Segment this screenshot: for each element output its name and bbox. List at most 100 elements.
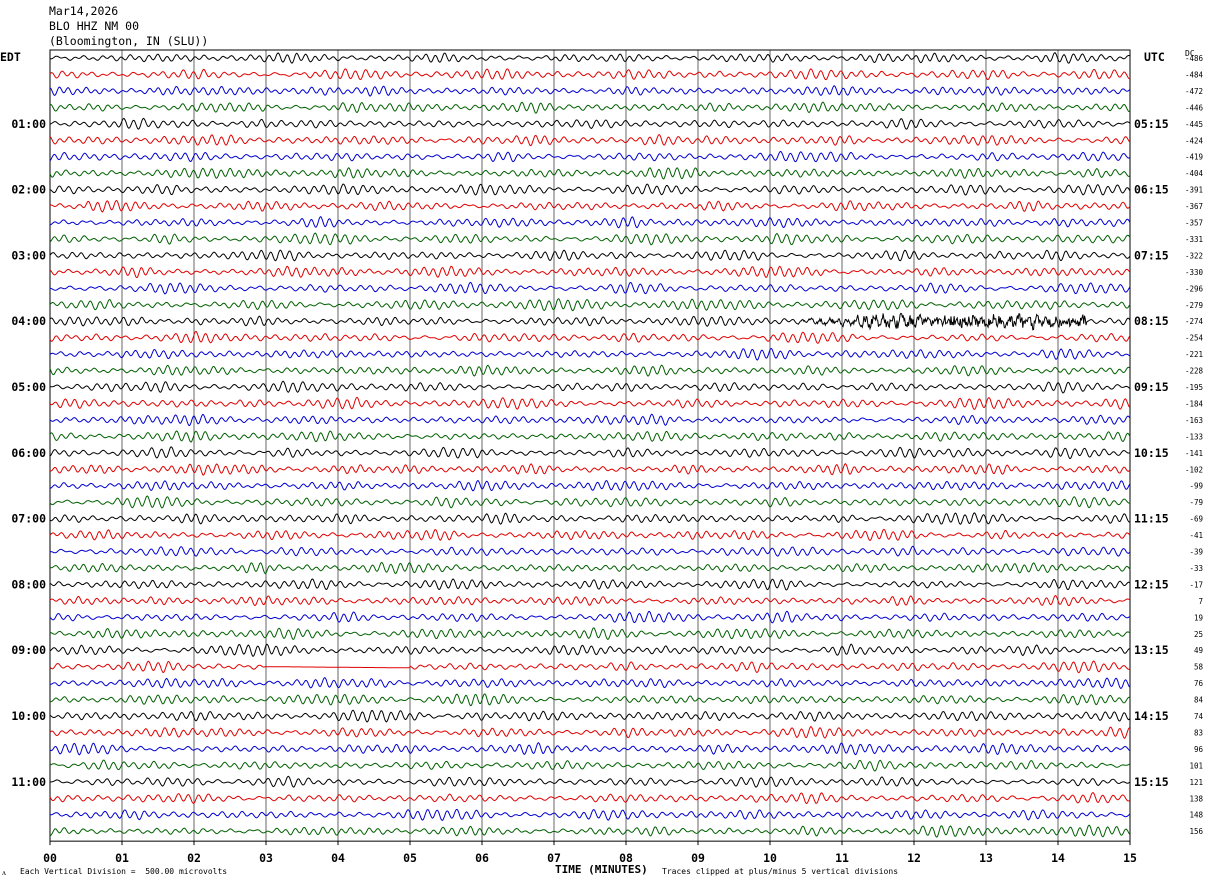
x-tick-label: 15 bbox=[1123, 851, 1137, 865]
dc-offset-label: -102 bbox=[1185, 465, 1203, 474]
seismic-trace bbox=[49, 249, 1131, 262]
seismic-trace bbox=[49, 463, 1131, 476]
dc-label: DC bbox=[1185, 49, 1195, 58]
seismic-trace bbox=[49, 167, 1131, 180]
dc-offset-label: -404 bbox=[1185, 169, 1204, 178]
edt-time-label: 10:00 bbox=[11, 709, 46, 723]
dc-offset-label: -79 bbox=[1189, 498, 1203, 507]
seismic-trace bbox=[49, 660, 1131, 674]
dc-offset-label: 7 bbox=[1198, 597, 1203, 606]
edt-time-label: 02:00 bbox=[11, 183, 46, 197]
location-label: (Bloomington, IN (SLU)) bbox=[49, 34, 209, 48]
seismic-trace bbox=[49, 726, 1131, 739]
seismic-trace bbox=[49, 693, 1131, 707]
utc-time-label: 09:15 bbox=[1134, 380, 1169, 394]
seismic-trace bbox=[49, 446, 1131, 460]
x-tick-label: 10 bbox=[763, 851, 777, 865]
dc-offset-label: -195 bbox=[1185, 383, 1203, 392]
dc-offset-label: -184 bbox=[1185, 399, 1204, 408]
dc-offset-label: -279 bbox=[1185, 301, 1203, 310]
utc-time-label: 11:15 bbox=[1134, 512, 1169, 526]
dc-offset-label: -141 bbox=[1185, 449, 1203, 458]
seismic-trace bbox=[49, 643, 1131, 657]
left-axis-label: EDT bbox=[0, 50, 21, 64]
dc-offset-label: 49 bbox=[1194, 646, 1203, 655]
seismic-trace bbox=[49, 364, 1131, 377]
edt-time-label: 07:00 bbox=[11, 512, 46, 526]
scale-note: Each Vertical Division = 500.00 microvol… bbox=[20, 867, 228, 876]
utc-time-label: 12:15 bbox=[1134, 577, 1169, 591]
edt-time-label: 01:00 bbox=[11, 117, 46, 131]
dc-offset-label: -296 bbox=[1185, 284, 1204, 293]
utc-time-label: 13:15 bbox=[1134, 643, 1169, 657]
edt-time-label: 05:00 bbox=[11, 380, 46, 394]
seismic-trace bbox=[49, 759, 1131, 772]
dc-offset-label: -99 bbox=[1189, 482, 1203, 491]
seismic-trace bbox=[49, 183, 1131, 196]
dc-offset-label: 148 bbox=[1189, 811, 1203, 820]
x-tick-label: 07 bbox=[547, 851, 561, 865]
dc-offset-label: -419 bbox=[1185, 153, 1203, 162]
x-tick-label: 00 bbox=[43, 851, 57, 865]
dc-offset-label: -330 bbox=[1185, 268, 1204, 277]
dc-offset-label: -228 bbox=[1185, 367, 1204, 376]
seismic-trace bbox=[50, 808, 1131, 821]
x-tick-label: 08 bbox=[619, 851, 633, 865]
dc-offset-label: -446 bbox=[1185, 103, 1204, 112]
seismic-trace bbox=[49, 150, 1131, 163]
x-tick-label: 12 bbox=[907, 851, 921, 865]
dc-offset-label: 25 bbox=[1194, 630, 1203, 639]
edt-time-label: 08:00 bbox=[11, 577, 46, 591]
x-tick-label: 04 bbox=[331, 851, 345, 865]
seismic-trace bbox=[49, 792, 1131, 805]
dc-offset-label: -133 bbox=[1185, 432, 1203, 441]
seismic-trace bbox=[49, 676, 1131, 689]
dc-offset-label: -391 bbox=[1185, 186, 1203, 195]
seismic-trace bbox=[49, 413, 1131, 426]
utc-time-label: 15:15 bbox=[1134, 775, 1169, 789]
corner-mark: ᴧ bbox=[2, 868, 6, 877]
x-tick-label: 14 bbox=[1051, 851, 1065, 865]
seismic-trace bbox=[49, 312, 1131, 331]
utc-time-label: 06:15 bbox=[1134, 183, 1169, 197]
dc-offset-label: 96 bbox=[1194, 745, 1204, 754]
dc-offset-label: 156 bbox=[1189, 827, 1203, 836]
x-tick-label: 13 bbox=[979, 851, 993, 865]
seismic-trace bbox=[49, 52, 1131, 64]
dc-offset-label: -484 bbox=[1185, 70, 1204, 79]
dc-offset-label: -331 bbox=[1185, 235, 1203, 244]
x-axis-label: TIME (MINUTES) bbox=[555, 863, 648, 876]
dc-offset-label: -424 bbox=[1185, 136, 1204, 145]
seismic-trace bbox=[49, 380, 1131, 394]
seismic-trace bbox=[49, 330, 1131, 344]
dc-offset-label: -472 bbox=[1185, 87, 1203, 96]
seismic-trace bbox=[49, 232, 1131, 246]
dc-offset-label: 84 bbox=[1194, 696, 1204, 705]
dc-offset-label: -445 bbox=[1185, 120, 1203, 129]
dc-offset-label: -163 bbox=[1185, 416, 1203, 425]
seismic-trace bbox=[49, 134, 1131, 147]
x-tick-label: 05 bbox=[403, 851, 417, 865]
seismic-trace bbox=[49, 709, 1131, 723]
dc-offset-label: -221 bbox=[1185, 350, 1203, 359]
dc-offset-label: -17 bbox=[1189, 580, 1203, 589]
seismic-trace bbox=[50, 561, 1131, 575]
seismic-trace bbox=[49, 265, 1131, 279]
dc-offset-label: -69 bbox=[1189, 515, 1203, 524]
dc-offset-label: 138 bbox=[1189, 794, 1203, 803]
seismic-trace bbox=[49, 216, 1131, 229]
seismic-trace bbox=[49, 742, 1131, 756]
seismic-trace bbox=[49, 101, 1131, 114]
x-tick-label: 09 bbox=[691, 851, 705, 865]
seismic-trace bbox=[49, 595, 1131, 607]
station-label: BLO HHZ NM 00 bbox=[49, 19, 140, 33]
dc-offset-label: 19 bbox=[1194, 613, 1203, 622]
edt-time-label: 06:00 bbox=[11, 446, 46, 460]
dc-offset-label: -274 bbox=[1185, 317, 1204, 326]
seismic-trace bbox=[49, 495, 1131, 509]
utc-time-label: 05:15 bbox=[1134, 117, 1169, 131]
dc-offset-label: -357 bbox=[1185, 219, 1203, 228]
dc-offset-label: -367 bbox=[1185, 202, 1203, 211]
x-tick-label: 02 bbox=[187, 851, 201, 865]
edt-time-label: 03:00 bbox=[11, 248, 46, 262]
